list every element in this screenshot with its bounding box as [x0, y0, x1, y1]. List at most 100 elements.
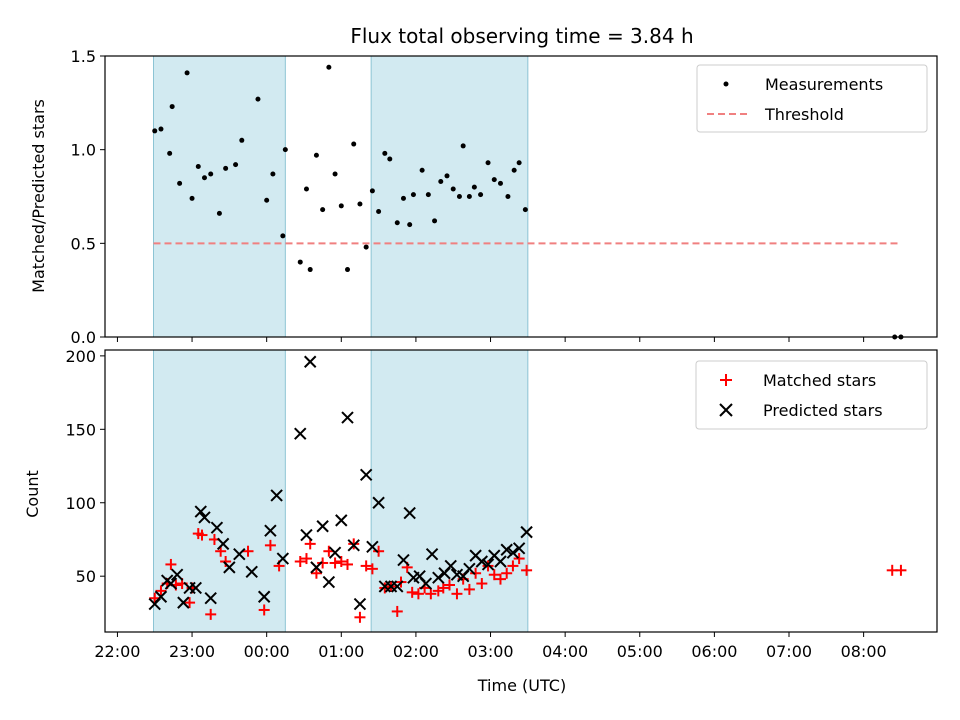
measurement-point	[471, 184, 477, 190]
x-tick-label: 08:00	[841, 642, 887, 661]
measurement-point	[264, 197, 270, 203]
measurement-point	[491, 177, 497, 183]
measurement-point	[233, 162, 239, 168]
measurement-point	[466, 194, 472, 199]
bottom-legend: Matched stars Predicted stars	[695, 360, 928, 430]
predicted-stars-point	[210, 521, 224, 534]
predicted-stars-point	[372, 496, 385, 509]
predicted-legend-label: Predicted stars	[763, 401, 883, 420]
top-legend-box	[696, 64, 928, 133]
measurement-point	[419, 167, 425, 173]
measurement-point	[169, 104, 175, 110]
measurement-point	[326, 64, 332, 70]
predicted-stars-point	[189, 581, 202, 595]
top-y-tick-label: 1.0	[71, 141, 96, 160]
bottom-y-tick-label: 100	[65, 494, 96, 513]
measurement-point	[208, 171, 214, 177]
x-tick-label: 06:00	[691, 642, 737, 661]
matched-stars-point	[373, 545, 385, 557]
predicted-stars-point	[194, 505, 207, 518]
matched-stars-point	[451, 588, 463, 600]
measurement-point	[438, 179, 444, 185]
measurement-point	[394, 220, 400, 226]
predicted-stars-point	[216, 537, 230, 551]
predicted-stars-point	[347, 539, 360, 552]
threshold-legend-label: Threshold	[764, 105, 844, 124]
predicted-stars-point	[366, 540, 379, 554]
top-y-axis-label: Matched/Predicted stars	[29, 99, 48, 293]
predicted-stars-point	[164, 577, 178, 590]
predicted-stars-point	[294, 427, 307, 440]
predicted-stars-point	[264, 524, 277, 537]
top-observing-window-2	[370, 55, 529, 338]
measurement-point	[363, 244, 369, 250]
measurement-point	[400, 195, 406, 201]
predicted-stars-point	[419, 577, 433, 590]
bottom-y-tick-label: 50	[76, 567, 96, 586]
matched-stars-point	[220, 556, 232, 567]
predicted-stars-point	[303, 355, 317, 368]
top-observing-window-1	[153, 55, 286, 338]
measurement-point	[407, 222, 413, 228]
measurement-point	[432, 218, 438, 224]
x-tick-label: 02:00	[393, 642, 439, 661]
predicted-stars-point	[500, 543, 513, 556]
measurement-point	[351, 141, 357, 147]
predicted-stars-point	[328, 546, 342, 559]
measurement-point	[382, 150, 388, 156]
predicted-stars-point	[154, 590, 168, 603]
matched-stars-point	[482, 560, 494, 572]
measurement-point	[444, 173, 450, 179]
measurement-point	[460, 143, 466, 149]
predicted-stars-point	[270, 489, 283, 502]
matched-stars-point	[300, 553, 312, 565]
matched-stars-point	[501, 567, 513, 579]
x-tick-label: 22:00	[94, 642, 140, 661]
predicted-stars-point	[257, 590, 271, 603]
matched-stars-point	[205, 608, 217, 620]
predicted-stars-point	[494, 555, 507, 568]
predicted-stars-point	[300, 528, 313, 542]
x-tick-label: 00:00	[244, 642, 290, 661]
predicted-stars-point	[481, 558, 495, 571]
top-axes-frame	[104, 55, 938, 338]
matched-stars-point	[406, 586, 418, 598]
measurements-legend-marker	[723, 81, 729, 87]
measurement-point	[303, 186, 309, 192]
measurement-point	[332, 171, 338, 177]
chart-title: Flux total observing time = 3.84 h	[350, 24, 693, 48]
predicted-stars-point	[403, 506, 416, 520]
predicted-stars-point	[276, 552, 290, 565]
bottom-legend-box	[695, 360, 928, 430]
matched-stars-point	[412, 588, 424, 600]
predicted-stars-point	[475, 555, 489, 568]
measurement-point	[152, 128, 158, 134]
measurement-point	[357, 201, 363, 207]
matched-stars-point	[425, 588, 437, 600]
matched-legend-marker	[720, 374, 732, 386]
measurement-point	[167, 150, 173, 156]
predicted-stars-point	[177, 596, 190, 609]
top-legend: Measurements Threshold	[696, 64, 928, 133]
bottom-axes-frame	[104, 349, 938, 633]
predicted-stars-point	[512, 542, 526, 555]
measurement-point	[158, 126, 164, 132]
predicted-stars-point	[335, 514, 348, 527]
predicted-stars-point	[198, 511, 211, 524]
matched-stars-point	[488, 569, 500, 581]
bottom-y-tick-label: 150	[65, 420, 96, 439]
predicted-stars-point	[341, 411, 354, 424]
measurement-point	[511, 167, 517, 173]
predicted-stars-point	[444, 559, 457, 573]
measurement-point	[282, 147, 288, 153]
matched-stars-point	[354, 611, 366, 623]
matched-stars-point	[366, 563, 378, 575]
x-tick-label: 23:00	[169, 642, 215, 661]
matched-stars-point	[507, 560, 519, 572]
measurement-point	[255, 96, 261, 102]
measurement-point	[307, 267, 313, 273]
measurement-point	[270, 171, 276, 177]
predicted-stars-point	[432, 571, 445, 584]
measurement-point	[450, 186, 456, 192]
measurement-point	[376, 208, 382, 214]
